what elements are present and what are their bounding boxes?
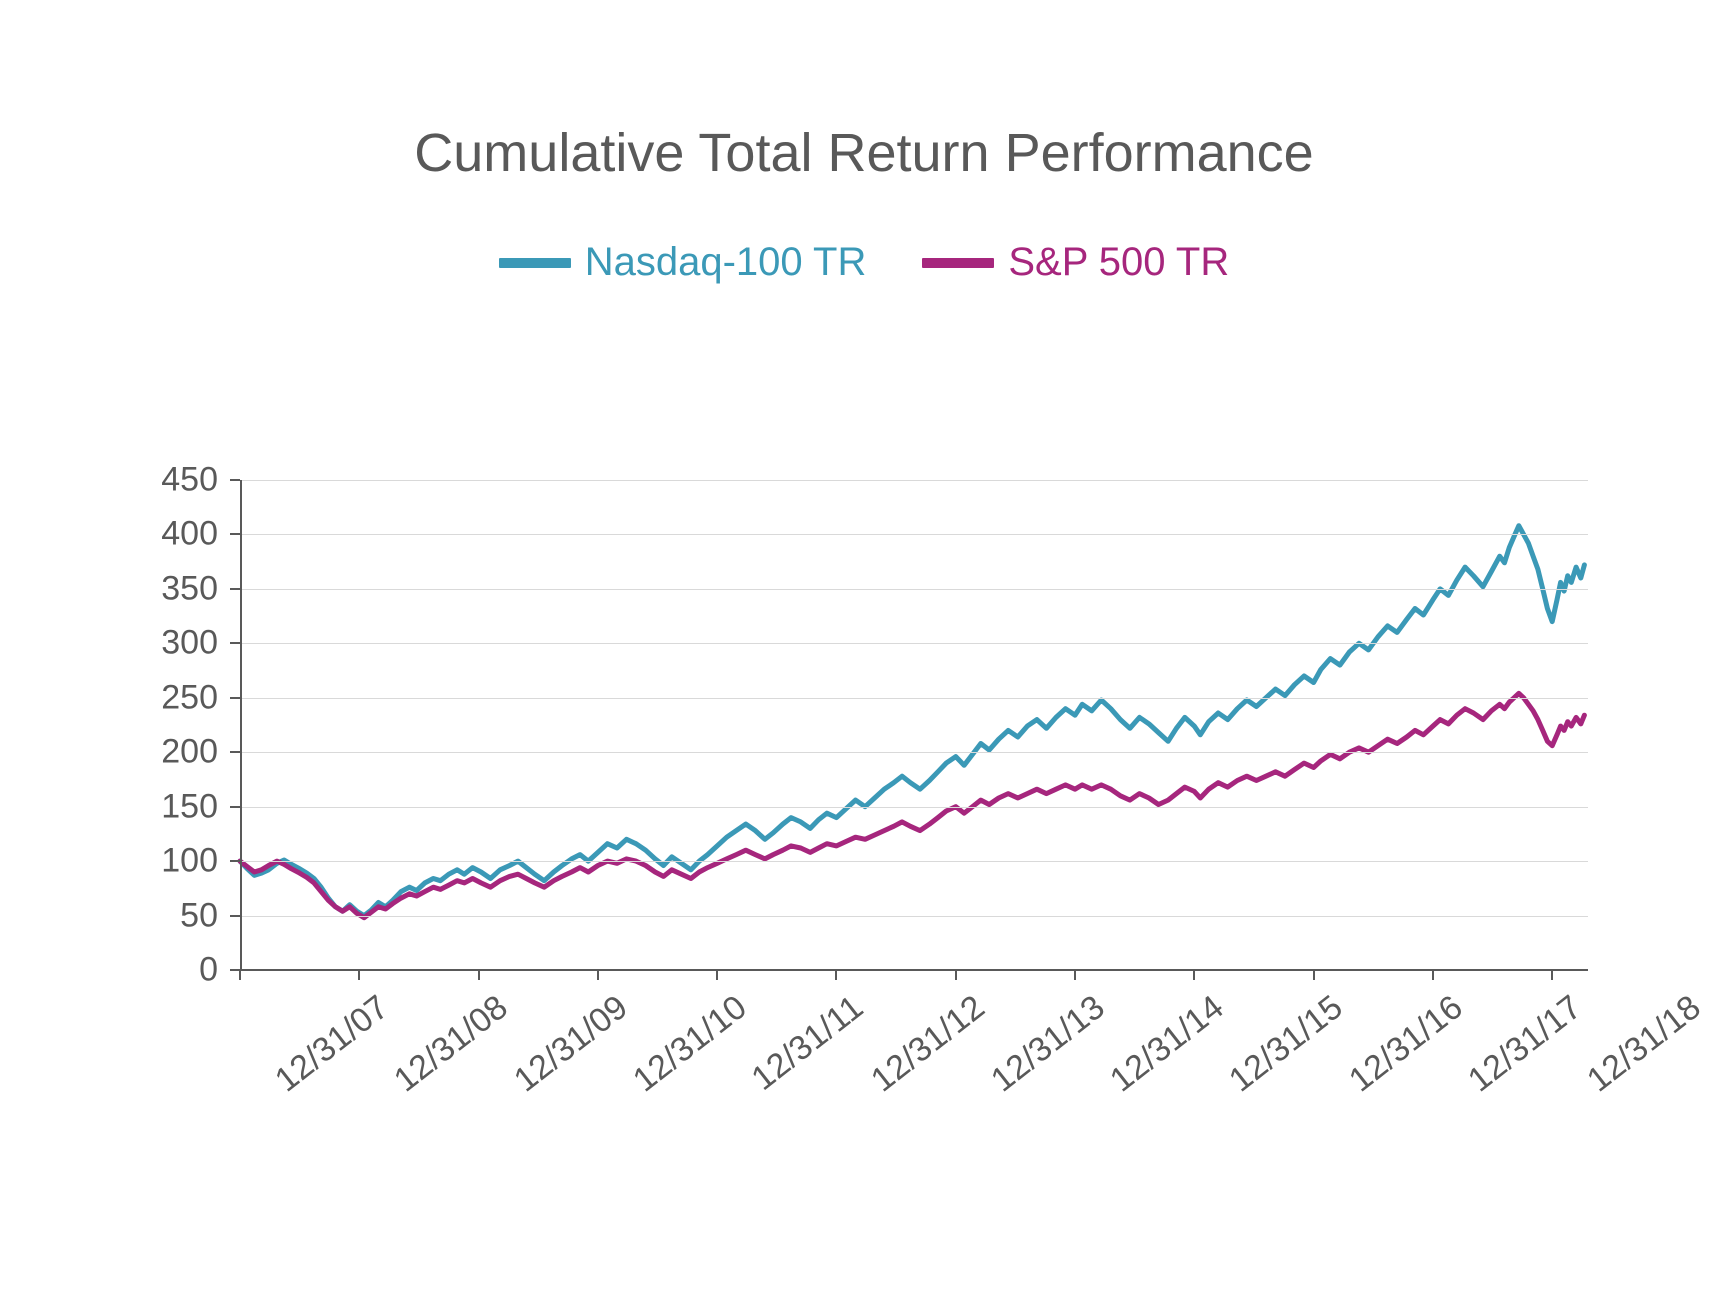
gridline [240, 807, 1588, 808]
x-tick-mark [1432, 970, 1434, 980]
y-tick-mark [230, 479, 240, 481]
x-tick-mark [478, 970, 480, 980]
x-tick-label: 12/31/17 [1461, 988, 1589, 1100]
x-tick-label: 12/31/12 [865, 988, 993, 1100]
legend-label: S&P 500 TR [1008, 240, 1229, 285]
gridline [240, 589, 1588, 590]
legend-swatch [499, 258, 571, 268]
y-tick-mark [230, 697, 240, 699]
y-tick-mark [230, 806, 240, 808]
x-tick-label: 12/31/08 [387, 988, 515, 1100]
y-tick-label: 250 [128, 678, 218, 717]
legend-item: Nasdaq-100 TR [499, 240, 867, 285]
gridline [240, 534, 1588, 535]
y-tick-mark [230, 915, 240, 917]
y-tick-label: 400 [128, 515, 218, 554]
chart-container: Cumulative Total Return Performance Nasd… [0, 0, 1728, 1296]
x-tick-label: 12/31/07 [268, 988, 396, 1100]
legend: Nasdaq-100 TR S&P 500 TR [0, 240, 1728, 285]
y-tick-label: 300 [128, 624, 218, 663]
chart-title: Cumulative Total Return Performance [0, 122, 1728, 184]
x-tick-label: 12/31/09 [507, 988, 635, 1100]
x-tick-label: 12/31/16 [1342, 988, 1470, 1100]
gridline [240, 916, 1588, 917]
plot-svg [240, 480, 1588, 970]
y-axis-line [240, 480, 242, 970]
x-tick-mark [1313, 970, 1315, 980]
y-tick-label: 100 [128, 842, 218, 881]
gridline [240, 698, 1588, 699]
legend-swatch [922, 258, 994, 268]
x-tick-mark [716, 970, 718, 980]
y-tick-label: 150 [128, 787, 218, 826]
y-tick-label: 350 [128, 569, 218, 608]
y-tick-label: 0 [128, 951, 218, 990]
y-tick-mark [230, 588, 240, 590]
x-tick-label: 12/31/13 [984, 988, 1112, 1100]
gridline [240, 643, 1588, 644]
y-tick-label: 50 [128, 896, 218, 935]
series-line [240, 693, 1584, 917]
x-tick-mark [1193, 970, 1195, 980]
plot-area: 05010015020025030035040045012/31/0712/31… [240, 480, 1588, 970]
x-tick-label: 12/31/10 [626, 988, 754, 1100]
x-tick-mark [358, 970, 360, 980]
x-tick-mark [597, 970, 599, 980]
x-tick-label: 12/31/14 [1103, 988, 1231, 1100]
x-tick-label: 12/31/18 [1580, 988, 1708, 1100]
gridline [240, 861, 1588, 862]
x-tick-label: 12/31/15 [1222, 988, 1350, 1100]
legend-item: S&P 500 TR [922, 240, 1229, 285]
x-tick-mark [835, 970, 837, 980]
gridline [240, 752, 1588, 753]
y-tick-mark [230, 533, 240, 535]
y-tick-mark [230, 642, 240, 644]
series-line [240, 526, 1584, 916]
y-tick-label: 450 [128, 461, 218, 500]
y-tick-label: 200 [128, 733, 218, 772]
x-tick-mark [955, 970, 957, 980]
x-tick-label: 12/31/11 [745, 988, 871, 1099]
x-tick-mark [239, 970, 241, 980]
legend-label: Nasdaq-100 TR [585, 240, 867, 285]
gridline [240, 480, 1588, 481]
y-tick-mark [230, 860, 240, 862]
x-axis-line [240, 969, 1588, 971]
y-tick-mark [230, 751, 240, 753]
x-tick-mark [1074, 970, 1076, 980]
x-tick-mark [1551, 970, 1553, 980]
